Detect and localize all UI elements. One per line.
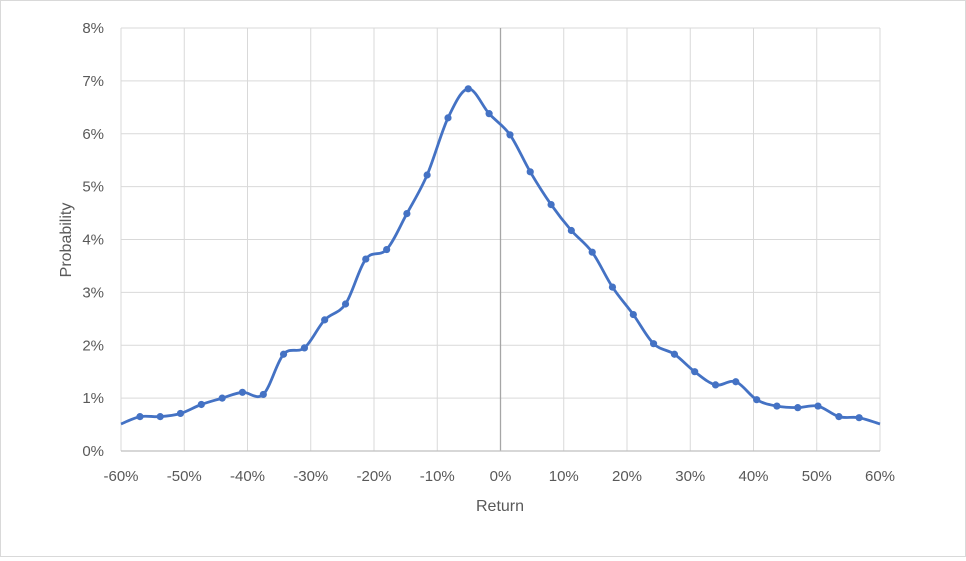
data-point — [691, 368, 699, 376]
y-tick-label: 6% — [82, 126, 104, 143]
data-point — [341, 300, 350, 308]
data-point — [711, 381, 720, 389]
data-point — [753, 396, 761, 404]
data-point — [670, 350, 679, 358]
x-tick-label: 10% — [549, 468, 579, 485]
data-point — [547, 201, 555, 209]
data-point — [773, 402, 781, 410]
x-tick-labels: -60% -50% -40% -30% -20% -10% 0% 10% 20% 30% 40% 50… — [103, 468, 895, 485]
data-point — [732, 378, 740, 386]
y-tick-label: 8% — [82, 20, 104, 37]
x-tick-label: 60% — [865, 468, 895, 485]
y-tick-label: 5% — [82, 179, 104, 196]
data-point — [383, 245, 391, 254]
data-point — [835, 413, 843, 421]
data-point — [136, 413, 144, 421]
y-tick-label: 3% — [82, 284, 104, 301]
x-tick-label: -20% — [356, 468, 391, 485]
y-tick-label: 4% — [82, 232, 104, 249]
data-point — [588, 248, 596, 256]
data-point — [649, 340, 658, 348]
x-tick-label: -10% — [420, 468, 455, 485]
x-tick-label: 50% — [802, 468, 832, 485]
x-axis-title: Return — [476, 498, 524, 515]
data-point — [259, 390, 267, 399]
data-point — [855, 414, 863, 422]
data-point — [197, 400, 205, 409]
data-point — [321, 316, 329, 324]
y-tick-label: 1% — [82, 390, 104, 407]
y-tick-labels: 0% 1% 2% 3% 4% 5% 6% 7% 8% — [82, 20, 104, 460]
y-tick-label: 7% — [82, 73, 104, 90]
x-tick-label: 40% — [738, 468, 768, 485]
data-point — [444, 114, 452, 122]
data-point — [403, 209, 411, 218]
x-tick-label: -60% — [103, 468, 138, 485]
data-point — [300, 344, 309, 352]
data-point — [567, 226, 575, 235]
zero-axis — [121, 28, 880, 452]
data-point — [218, 394, 226, 402]
data-point — [485, 110, 493, 118]
data-point — [794, 404, 802, 412]
y-tick-label: 0% — [82, 443, 104, 460]
data-point — [238, 388, 247, 396]
x-tick-label: 30% — [675, 468, 705, 485]
y-tick-label: 2% — [82, 337, 104, 354]
data-point — [464, 85, 472, 93]
data-point — [156, 413, 164, 421]
x-tick-label: 0% — [490, 468, 512, 485]
data-point — [608, 283, 617, 291]
data-point — [526, 168, 534, 176]
data-point — [176, 409, 185, 418]
data-point — [423, 171, 431, 179]
x-tick-label: 20% — [612, 468, 642, 485]
series-layer — [120, 85, 881, 426]
y-axis-title: Probability — [58, 203, 75, 278]
x-tick-label: -40% — [230, 468, 265, 485]
x-tick-label: -50% — [167, 468, 202, 485]
data-point — [279, 350, 288, 358]
data-point — [629, 310, 637, 319]
data-point — [814, 402, 822, 410]
x-tick-label: -30% — [293, 468, 328, 485]
data-point — [506, 131, 514, 139]
data-point — [362, 255, 370, 263]
